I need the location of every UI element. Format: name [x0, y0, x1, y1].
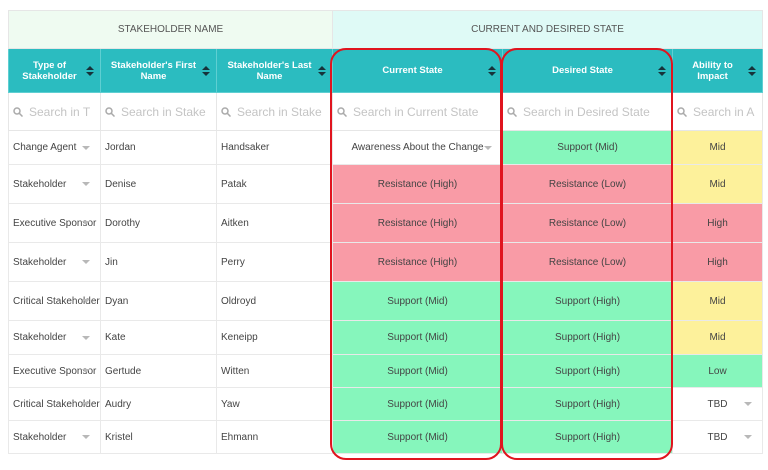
table-cell: Kate [100, 320, 217, 355]
table-cell[interactable]: Change Agent [8, 130, 101, 165]
table-row: Stakeholder Kate Keneipp Support (Mid) Suppo… [8, 320, 764, 355]
table-row: Stakeholder Jin Perry Resistance (High) Resi… [8, 242, 764, 282]
table-cell: Patak [215, 164, 334, 204]
group-header: CURRENT AND DESIRED STATE [332, 10, 764, 49]
table-cell[interactable]: Mid [672, 164, 764, 204]
column-header[interactable]: Stakeholder's Last Name [215, 48, 334, 93]
table-cell: Dyan [100, 281, 217, 321]
table-cell[interactable]: Support (High) [502, 354, 674, 388]
search-cell[interactable]: Search in Current State [332, 92, 504, 131]
column-title: Stakeholder's Last Name [227, 59, 312, 82]
table-cell[interactable]: High [672, 242, 764, 282]
table-row: Executive Sponsor Gertude Witten Support (M… [8, 354, 764, 388]
table-cell[interactable]: Resistance (Low) [502, 242, 674, 282]
table-cell[interactable]: Critical Stakeholder [8, 281, 101, 321]
stakeholder-table: STAKEHOLDER NAME CURRENT AND DESIRED STA… [7, 10, 764, 454]
table-cell[interactable]: Support (High) [502, 281, 674, 321]
table-row: Critical Stakeholder Dyan Oldroyd Support (… [8, 281, 764, 321]
search-placeholder: Search in A [693, 104, 755, 119]
table-cell[interactable]: Awareness About the Change [332, 130, 504, 165]
table-row: Stakeholder Kristel Ehmann Support (Mid) Sup… [8, 420, 764, 454]
table-cell: Kristel [100, 420, 217, 454]
table-row: Executive Sponsor Dorothy Aitken Resistance… [8, 203, 764, 243]
table-cell[interactable]: Critical Stakeholder [8, 387, 101, 421]
search-placeholder: Search in T [29, 104, 91, 119]
table-cell: Handsaker [215, 130, 334, 165]
table-cell[interactable]: Resistance (Low) [502, 203, 674, 243]
table-cell: Aitken [215, 203, 334, 243]
table-cell: Dorothy [100, 203, 217, 243]
table-cell[interactable]: Support (High) [502, 387, 674, 421]
table-cell: Jin [100, 242, 217, 282]
table-cell[interactable]: Support (High) [502, 420, 674, 454]
column-title: Type of Stakeholder [22, 59, 77, 82]
table-cell: Gertude [100, 354, 217, 388]
table-cell[interactable]: Stakeholder [8, 164, 101, 204]
table-cell: Audry [100, 387, 217, 421]
table-cell[interactable]: Mid [672, 281, 764, 321]
column-title: Ability to Impact [692, 59, 733, 82]
table-cell[interactable]: Support (Mid) [332, 387, 504, 421]
table-cell: Denise [100, 164, 217, 204]
table-cell: Witten [215, 354, 334, 388]
table-cell[interactable]: Resistance (High) [332, 164, 504, 204]
search-cell[interactable]: Search in Desired State [502, 92, 674, 131]
search-placeholder: Search in Desired State [523, 104, 650, 119]
table-cell[interactable]: Low [672, 354, 764, 388]
table-cell[interactable]: Support (Mid) [332, 281, 504, 321]
table-row: Change Agent Jordan Handsaker Awareness Abo… [8, 130, 764, 165]
search-placeholder: Search in Stake [237, 104, 322, 119]
table-cell[interactable]: Support (Mid) [502, 130, 674, 165]
table-cell[interactable]: TBD [672, 420, 764, 454]
table-cell: Perry [215, 242, 334, 282]
table-cell[interactable]: Executive Sponsor [8, 203, 101, 243]
table-cell[interactable]: Resistance (High) [332, 242, 504, 282]
table-cell[interactable]: High [672, 203, 764, 243]
search-placeholder: Search in Current State [353, 104, 479, 119]
search-cell[interactable]: Search in Stake [215, 92, 334, 131]
column-header[interactable]: Desired State [502, 48, 674, 93]
column-header[interactable]: Current State [332, 48, 504, 93]
table-cell[interactable]: Stakeholder [8, 420, 101, 454]
table-cell[interactable]: Support (Mid) [332, 354, 504, 388]
column-title: Current State [382, 65, 443, 76]
table-row: Critical Stakeholder Audry Yaw Support (Mid… [8, 387, 764, 421]
table-cell[interactable]: Stakeholder [8, 320, 101, 355]
search-cell[interactable]: Search in A [672, 92, 764, 131]
table-cell: Ehmann [215, 420, 334, 454]
table-cell[interactable]: Resistance (Low) [502, 164, 674, 204]
group-header: STAKEHOLDER NAME [7, 10, 334, 49]
table-cell[interactable]: Support (Mid) [332, 320, 504, 355]
search-cell[interactable]: Search in T [8, 92, 101, 131]
column-title: Desired State [552, 65, 613, 76]
table-cell[interactable]: Mid [672, 130, 764, 165]
search-cell[interactable]: Search in Stake [100, 92, 217, 131]
table-cell: Jordan [100, 130, 217, 165]
table-cell[interactable]: TBD [672, 387, 764, 421]
table-row: Stakeholder Denise Patak Resistance (High) R… [8, 164, 764, 204]
table-cell[interactable]: Resistance (High) [332, 203, 504, 243]
column-header[interactable]: Type of Stakeholder [8, 48, 101, 93]
column-header[interactable]: Stakeholder's First Name [100, 48, 217, 93]
table-cell: Oldroyd [215, 281, 334, 321]
table-cell: Yaw [215, 387, 334, 421]
column-title: Stakeholder's First Name [110, 59, 197, 82]
search-placeholder: Search in Stake [121, 104, 206, 119]
table-cell[interactable]: Mid [672, 320, 764, 355]
table-cell[interactable]: Support (High) [502, 320, 674, 355]
table-cell[interactable]: Stakeholder [8, 242, 101, 282]
table-cell[interactable]: Support (Mid) [332, 420, 504, 454]
table-cell[interactable]: Executive Sponsor [8, 354, 101, 388]
column-header[interactable]: Ability to Impact [672, 48, 764, 93]
table-cell: Keneipp [215, 320, 334, 355]
